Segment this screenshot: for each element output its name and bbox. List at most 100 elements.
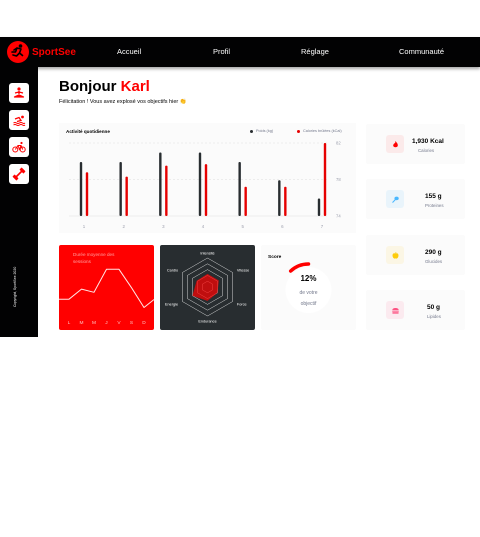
radar-axis-label: Energie xyxy=(165,303,178,307)
weight-bar xyxy=(119,161,122,216)
calories-icon-box xyxy=(386,135,404,153)
lipids-label: Lipides xyxy=(427,314,441,319)
legend-calories-label: Calories brûlées (kCal) xyxy=(303,129,342,133)
calories-label: Calories xyxy=(418,148,435,153)
calories-bar xyxy=(284,186,287,216)
legend-weight: Poids (kg) xyxy=(250,129,273,133)
radar-axis-label: Force xyxy=(237,303,247,307)
lipids-card: 50 g Lipides xyxy=(366,290,465,330)
y-tick-label: 78 xyxy=(336,177,341,182)
score-title: Score xyxy=(268,255,282,260)
calories-bar xyxy=(85,172,89,216)
brand-name: SportSee xyxy=(32,46,76,58)
radar-axis-label: Cardio xyxy=(167,269,178,273)
cycling-button[interactable] xyxy=(9,137,29,157)
y-tick-label: 74 xyxy=(336,214,341,219)
nav-link-profil[interactable]: Profil xyxy=(213,47,231,56)
fire-icon xyxy=(392,140,398,147)
logo-runner-icon xyxy=(7,41,29,63)
calories-bar xyxy=(323,143,327,216)
top-navigation-bar: SportSee Accueil Profil Réglage Communau… xyxy=(0,37,480,67)
radar-grid-ring xyxy=(192,269,223,305)
daily-activity-chart: 82 78 74 1 2 3 4 5 6 7 xyxy=(69,141,341,229)
score-inner-disc xyxy=(285,267,332,313)
proteins-card: 155 g Proteines xyxy=(366,179,465,219)
score-caption: de votre objectif xyxy=(261,288,356,310)
x-tick-label: 5 xyxy=(241,224,244,229)
sportsee-logo[interactable]: SportSee xyxy=(7,41,76,63)
meditation-icon xyxy=(13,87,25,98)
day-label: S xyxy=(130,320,133,326)
carbs-value: 290 g xyxy=(425,249,442,256)
performance-area xyxy=(192,273,219,301)
cheeseburger-icon xyxy=(391,307,399,314)
day-label: V xyxy=(117,320,121,326)
radar-axis-label: Vitesse xyxy=(237,269,249,273)
weight-bar xyxy=(79,161,83,216)
congratulation-message: Félicitation ! Vous avez explosé vos obj… xyxy=(59,99,187,105)
score-percent: 12% xyxy=(300,274,317,283)
meditation-button[interactable] xyxy=(9,83,29,103)
x-tick-label: 4 xyxy=(202,224,205,229)
carbs-card: 290 g Glucides xyxy=(366,235,465,275)
swimming-icon xyxy=(13,115,26,126)
proteins-value: 155 g xyxy=(425,193,442,200)
weight-bar xyxy=(278,180,281,216)
score-caption-line1: de votre xyxy=(299,290,318,296)
y-tick-label: 82 xyxy=(336,141,341,146)
performance-radar-card: Intensité Vitesse Force Endurance Energie Car… xyxy=(160,245,255,330)
activity-sidebar: Copyright, SportSee 2020 xyxy=(0,67,38,337)
legend-weight-label: Poids (kg) xyxy=(256,129,274,133)
x-tick-label: 1 xyxy=(83,224,86,229)
user-first-name: Karl xyxy=(120,78,150,95)
radar-axis-label: Intensité xyxy=(200,252,214,256)
legend-weight-dot xyxy=(250,129,253,133)
score-radial-chart xyxy=(285,262,332,313)
radar-axis-label: Endurance xyxy=(198,320,216,324)
score-card: Score 12% de votre objectif xyxy=(261,245,356,330)
calories-value: 1,930 Kcal xyxy=(412,138,444,145)
apple-icon xyxy=(392,251,398,259)
day-label: D xyxy=(142,320,146,326)
session-duration-line xyxy=(59,268,154,308)
daily-activity-title: Activité quotidienne xyxy=(66,129,110,134)
greeting-hello: Bonjour xyxy=(59,78,117,95)
carbs-icon-box xyxy=(386,246,404,264)
weight-bar xyxy=(198,152,202,216)
radar-grid-ring xyxy=(182,257,233,317)
x-tick-label: 2 xyxy=(122,224,125,229)
radar-grid-ring xyxy=(187,263,228,311)
day-label: M xyxy=(80,320,84,326)
lipids-value: 50 g xyxy=(427,304,441,311)
score-caption-line2: objectif xyxy=(300,301,317,307)
daily-activity-card: Activité quotidienne Poids (kg) Calories… xyxy=(59,123,356,233)
weight-bar xyxy=(317,198,321,216)
carbs-label: Glucides xyxy=(425,259,443,264)
calories-bar xyxy=(125,176,128,216)
day-label: L xyxy=(68,320,71,326)
proteins-label: Proteines xyxy=(425,203,444,208)
chicken-icon xyxy=(391,196,399,203)
nav-link-communaute[interactable]: Communauté xyxy=(399,47,445,56)
weight-bar xyxy=(159,152,162,216)
proteins-icon-box xyxy=(386,190,404,208)
calories-card: 1,930 Kcal Calories xyxy=(366,124,465,164)
performance-radar-chart: Intensité Vitesse Force Endurance Energie Car… xyxy=(165,252,249,324)
calories-bar xyxy=(204,164,208,216)
cycling-icon xyxy=(12,141,26,153)
calories-bar xyxy=(244,186,247,216)
swimming-button[interactable] xyxy=(9,110,29,130)
weightlifting-button[interactable] xyxy=(9,164,29,184)
average-sessions-title: Durée moyenne des sessions xyxy=(73,252,115,264)
day-label: M xyxy=(92,320,96,326)
score-progress-arc xyxy=(288,262,311,273)
nav-link-accueil[interactable]: Accueil xyxy=(117,47,142,56)
dumbbell-icon xyxy=(12,167,26,181)
lipids-icon-box xyxy=(386,301,404,319)
nav-link-reglage[interactable]: Réglage xyxy=(301,47,329,56)
x-tick-label: 3 xyxy=(162,224,165,229)
x-tick-label: 7 xyxy=(321,224,324,229)
day-label: J xyxy=(105,320,108,326)
weight-bar xyxy=(238,161,241,216)
